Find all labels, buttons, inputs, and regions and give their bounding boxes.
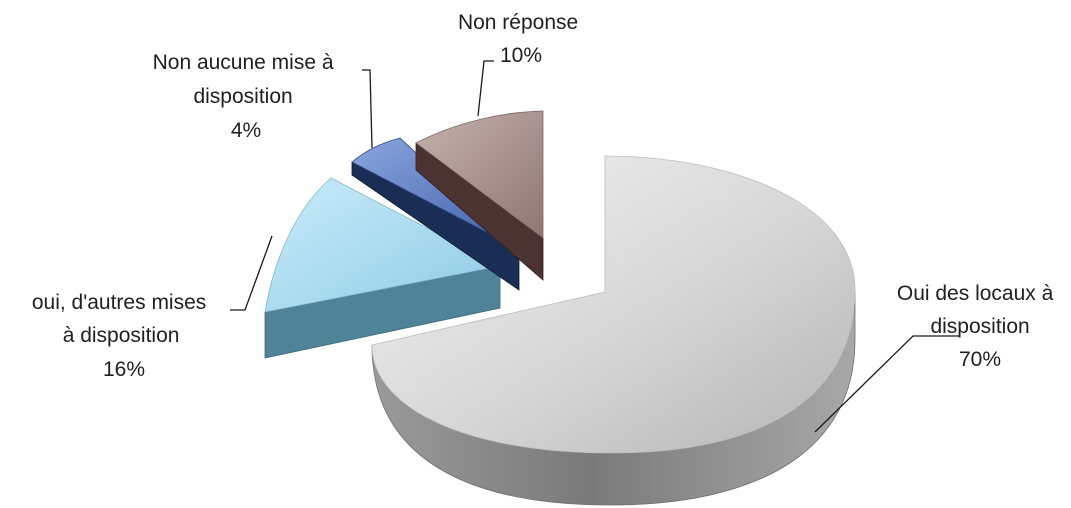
label-aucune-line-2: disposition [193, 85, 292, 108]
label-nonrep-pct: 10% [500, 44, 542, 67]
slice-locaux-top [371, 155, 856, 454]
label-aucune-pct: 4% [231, 119, 261, 142]
label-autres-pct: 16% [103, 358, 145, 381]
label-locaux: Oui des locaux à disposition 70% [897, 282, 1059, 371]
label-autres-line-1: oui, d'autres mises [32, 291, 206, 314]
slice-locaux [371, 155, 856, 506]
leader-line-nonrep [477, 60, 494, 117]
slice-autres-top [264, 177, 502, 313]
label-locaux-pct: 70% [959, 348, 1001, 371]
label-autres-line-2: à disposition [63, 324, 180, 347]
label-nonrep: Non réponse 10% [458, 11, 584, 67]
label-autres: oui, d'autres mises à disposition 16% [32, 291, 212, 381]
slice-nonrep [415, 110, 544, 281]
label-locaux-line-1: Oui des locaux à [897, 282, 1054, 305]
label-aucune: Non aucune mise à disposition 4% [153, 51, 340, 142]
label-locaux-line-2: disposition [930, 315, 1029, 338]
leader-line-locaux [814, 335, 960, 433]
label-aucune-line-1: Non aucune mise à [153, 51, 334, 74]
slice-autres [264, 177, 502, 359]
slice-nonrep-top [415, 110, 544, 239]
label-nonrep-line-1: Non réponse [458, 11, 578, 34]
leader-line-aucune [362, 69, 373, 149]
leader-line-autres [230, 235, 273, 311]
